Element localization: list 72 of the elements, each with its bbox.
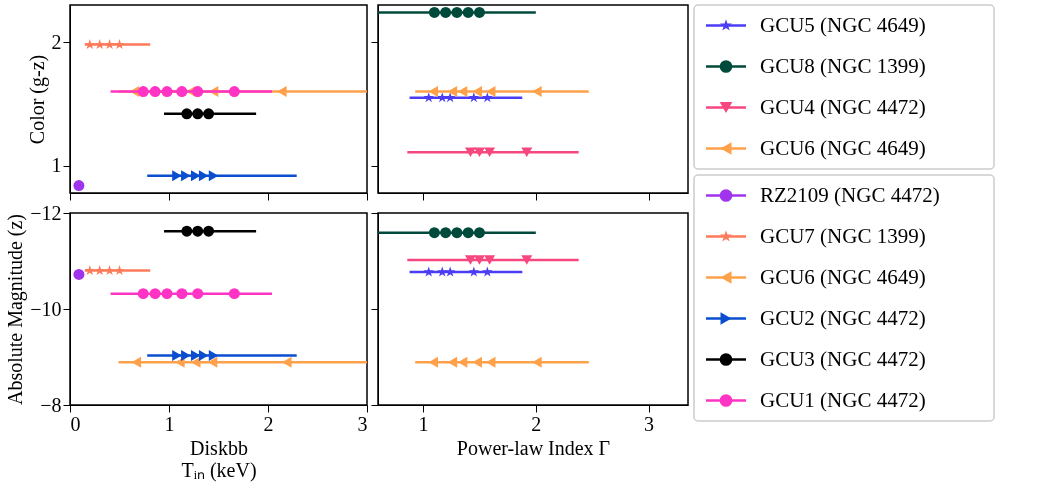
point (440, 6, 452, 18)
point (444, 266, 456, 277)
point (462, 6, 474, 18)
point (473, 147, 485, 157)
point (468, 266, 480, 277)
point (176, 86, 188, 98)
x-axis-title: Power-law Index Γ (456, 436, 611, 459)
x-tick-label: 3 (644, 412, 655, 435)
point (482, 92, 493, 103)
legend-label: GCU5 (NGC 4649) (760, 12, 926, 37)
point (228, 86, 240, 98)
point (192, 108, 204, 120)
y-axis-title: Absolute Magnitude (z) (4, 213, 28, 406)
point (464, 255, 476, 265)
point (437, 266, 448, 277)
point (428, 86, 438, 98)
x-tick-label: 0 (70, 412, 81, 435)
point (428, 6, 440, 18)
legend-label: GCU2 (NGC 4472) (760, 305, 926, 330)
point (484, 147, 496, 157)
y-axis-title: Color (g-z) (25, 54, 49, 145)
point (472, 86, 482, 98)
point (181, 108, 193, 120)
point (423, 266, 434, 277)
legend-label: GCU7 (NGC 1399) (760, 223, 926, 248)
legend-label: RZ2109 (NGC 4472) (760, 182, 940, 207)
point (192, 86, 204, 98)
point (451, 6, 463, 18)
y-tick-label: −10 (30, 297, 62, 320)
point (137, 86, 149, 98)
x-tick-label: 1 (164, 412, 175, 435)
point (532, 86, 542, 98)
legend-label: GCU6 (NGC 4649) (760, 264, 926, 289)
point (462, 227, 474, 239)
point (482, 266, 493, 277)
x-tick-label: 2 (263, 412, 274, 435)
legend-label: GCU3 (NGC 4472) (760, 346, 926, 371)
legend-label: GCU4 (NGC 4472) (760, 94, 926, 119)
x-tick-label: 3 (357, 412, 368, 435)
point (277, 86, 287, 98)
x-tick-label: 1 (418, 412, 429, 435)
point (532, 356, 542, 368)
point (440, 227, 452, 239)
point (94, 39, 105, 50)
x-tick-label: 2 (531, 412, 542, 435)
point (428, 227, 440, 239)
point (521, 147, 533, 157)
y-tick-label: 1 (51, 154, 62, 177)
point (161, 86, 173, 98)
point (521, 255, 533, 265)
point (484, 255, 496, 265)
point (473, 255, 485, 265)
y-tick-label: 2 (51, 30, 62, 53)
point (172, 170, 182, 182)
point (203, 108, 215, 120)
point (468, 92, 480, 103)
point (464, 147, 476, 157)
legend-label: GCU6 (NGC 4649) (760, 135, 926, 160)
y-tick-label: −8 (40, 393, 62, 416)
point (473, 227, 485, 239)
point (149, 86, 161, 98)
x-axis-title: Diskbb Tᵢₙ (keV) (181, 436, 257, 482)
point (73, 180, 85, 192)
point (84, 39, 96, 50)
y-tick-label: −12 (30, 201, 62, 224)
legend-label: GCU1 (NGC 4472) (760, 387, 926, 412)
point (451, 227, 463, 239)
point (104, 39, 115, 50)
legend-label: GCU8 (NGC 1399) (760, 53, 926, 78)
point (423, 92, 434, 103)
point (473, 6, 485, 18)
point (114, 39, 125, 50)
